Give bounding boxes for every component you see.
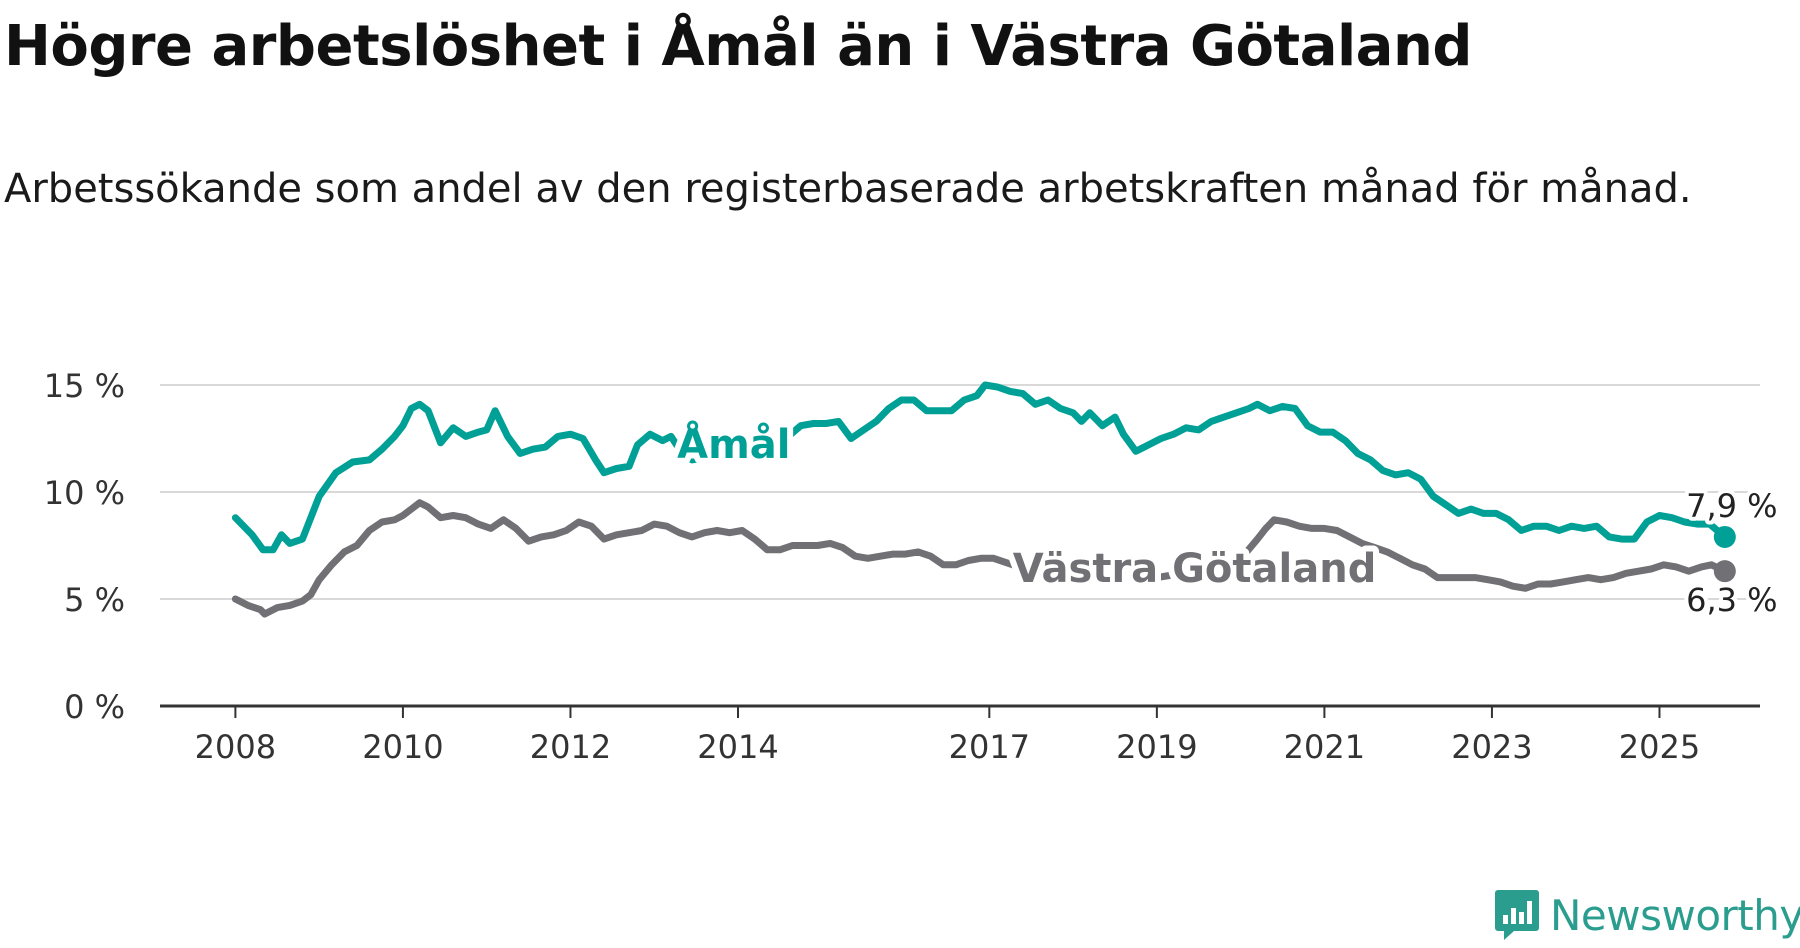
newsworthy-logo: Newsworthy [1494,888,1800,942]
series-label: Västra Götaland [1013,546,1377,592]
x-tick-label: 2025 [1619,728,1700,766]
x-tick-label: 2017 [949,728,1030,766]
end-point-marker [1713,525,1736,548]
series-line-amal [231,381,1729,554]
bar-chart-badge-icon [1495,890,1539,940]
chart-subtitle: Arbetssökande som andel av den registerb… [4,166,1692,212]
y-tick-label: 15 % [44,367,125,405]
x-tick-label: 2014 [697,728,778,766]
y-tick-label: 5 % [64,581,125,619]
x-tick-label: 2021 [1284,728,1365,766]
x-tick-label: 2010 [362,728,443,766]
brand-name: Newsworthy [1550,890,1800,940]
series-line-vastra-gotaland [231,499,1729,618]
y-tick-label: 0 % [64,688,125,726]
x-tick-label: 2019 [1116,728,1197,766]
series-lines [231,381,1729,618]
end-value-label: 6,3 % [1686,581,1777,619]
x-axis: 2008 2010 2012 2014 2017 2019 2021 2023 2025 [160,704,1760,766]
end-point-marker [1713,560,1736,583]
end-value-label: 7,9 % [1686,487,1777,525]
x-tick-label: 2012 [530,728,611,766]
series-labels: Åmål Västra Götaland 7,9 % 6,3 % [671,413,1781,623]
x-tick-label: 2023 [1451,728,1532,766]
series-label: Åmål [677,419,790,468]
x-tick-label: 2008 [195,728,276,766]
y-axis: 0 % 5 % 10 % 15 % [44,367,125,726]
chart-title: Högre arbetslöshet i Åmål än i Västra Gö… [4,14,1472,79]
gridlines [160,384,1760,600]
y-tick-label: 10 % [44,474,125,512]
